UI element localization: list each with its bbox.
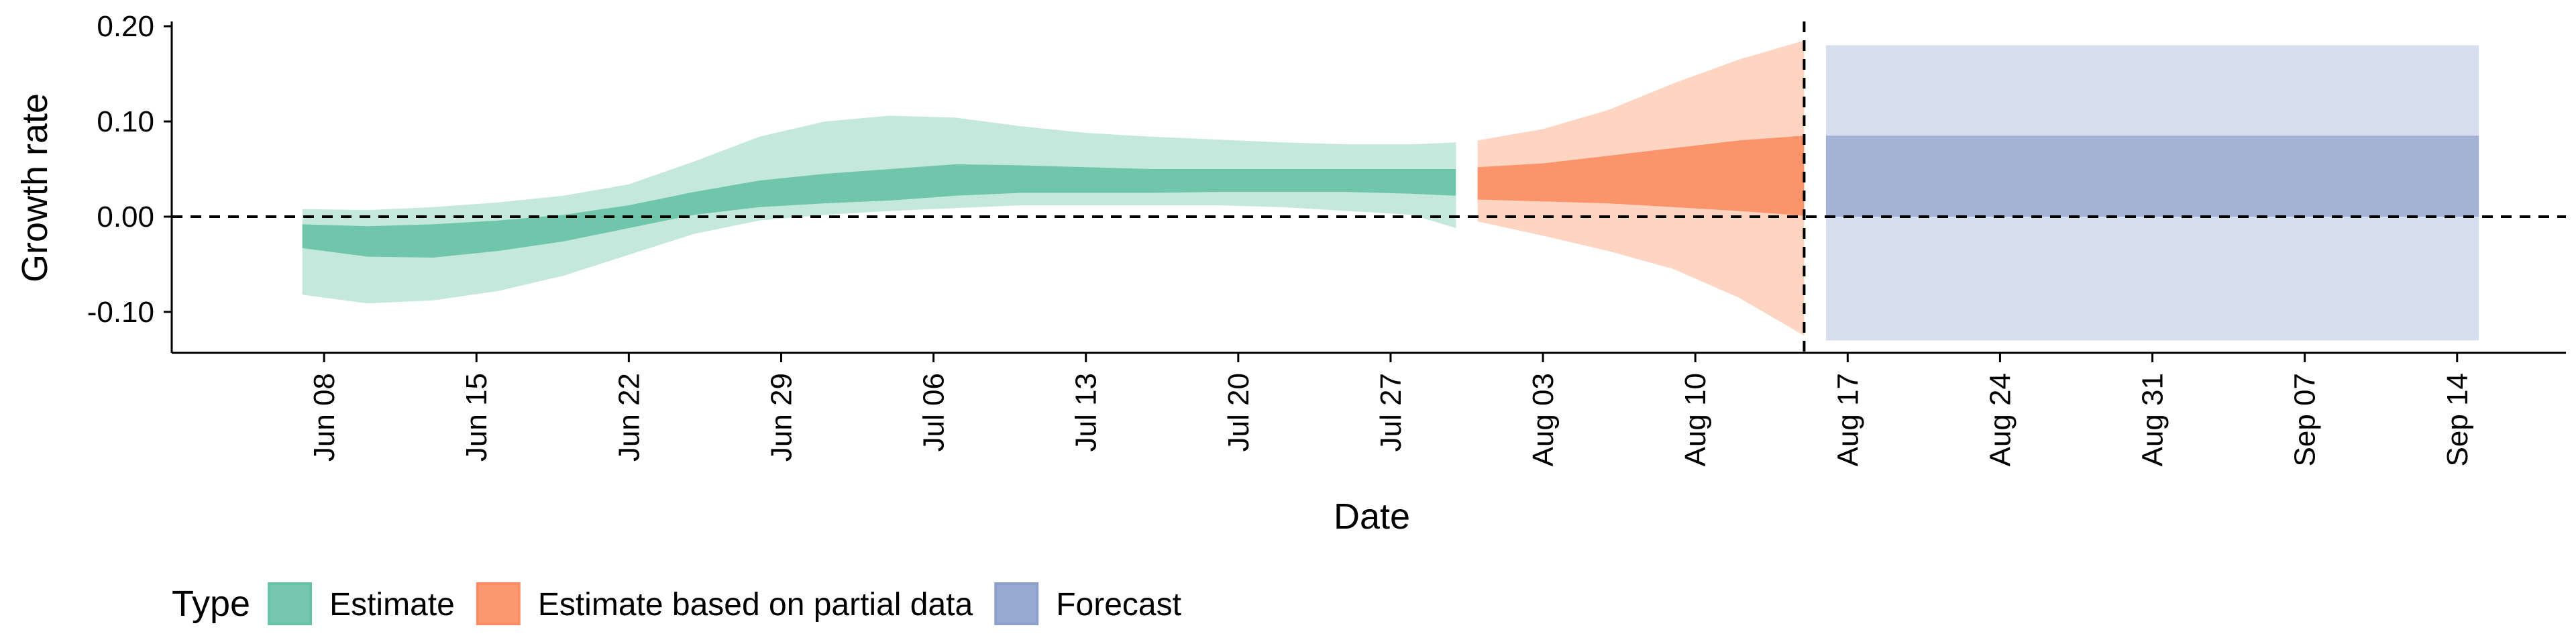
x-tick-label: Aug 31	[2137, 373, 2169, 466]
x-tick-label: Jul 06	[918, 373, 951, 451]
forecast-inner-band	[1825, 136, 2479, 217]
y-tick-label: 0.20	[97, 10, 154, 43]
legend-title: Type	[172, 584, 250, 624]
x-tick-label: Aug 03	[1527, 373, 1560, 466]
x-tick-label: Aug 24	[1984, 373, 2017, 466]
y-tick-label: 0.10	[97, 105, 154, 138]
legend-swatch	[476, 582, 521, 625]
legend-swatch	[268, 582, 313, 625]
legend: Type Estimate Estimate based on partial d…	[172, 582, 1181, 625]
y-axis-title: Growth rate	[15, 93, 55, 282]
x-tick-label: Jun 29	[765, 373, 798, 462]
estimate-based-on-partial-data-inner-band	[1477, 136, 1805, 216]
x-tick-label: Aug 10	[1679, 373, 1712, 466]
x-tick-label: Jul 20	[1222, 373, 1255, 451]
x-tick-label: Jun 15	[460, 373, 493, 462]
x-tick-label: Sep 14	[2441, 373, 2474, 466]
legend-label: Forecast	[1056, 587, 1181, 623]
y-tick-label: 0.00	[97, 201, 154, 233]
legend-label: Estimate based on partial data	[538, 587, 973, 623]
x-tick-label: Jul 13	[1070, 373, 1103, 451]
x-tick-label: Jun 08	[308, 373, 341, 462]
x-axis-title: Date	[1334, 496, 1410, 537]
plot-bands	[302, 40, 2479, 341]
y-ticks: 0.20 0.10 0.00 -0.10	[87, 10, 172, 329]
x-tick-label: Jun 22	[612, 373, 645, 462]
y-tick-label: -0.10	[87, 296, 154, 329]
x-ticks: Jun 08 Jun 15 Jun 22 Jun 29 Jul 06 Jul 13 Jul …	[308, 353, 2474, 466]
x-tick-label: Sep 07	[2289, 373, 2322, 466]
legend-label: Estimate	[329, 587, 455, 623]
estimate-inner-band	[302, 164, 1456, 258]
x-tick-label: Jul 27	[1375, 373, 1407, 451]
x-tick-label: Aug 17	[1831, 373, 1864, 466]
reference-lines	[172, 21, 2566, 353]
legend-swatch	[994, 582, 1039, 625]
estimate-outer-band	[302, 115, 1456, 304]
axes	[170, 21, 2566, 354]
